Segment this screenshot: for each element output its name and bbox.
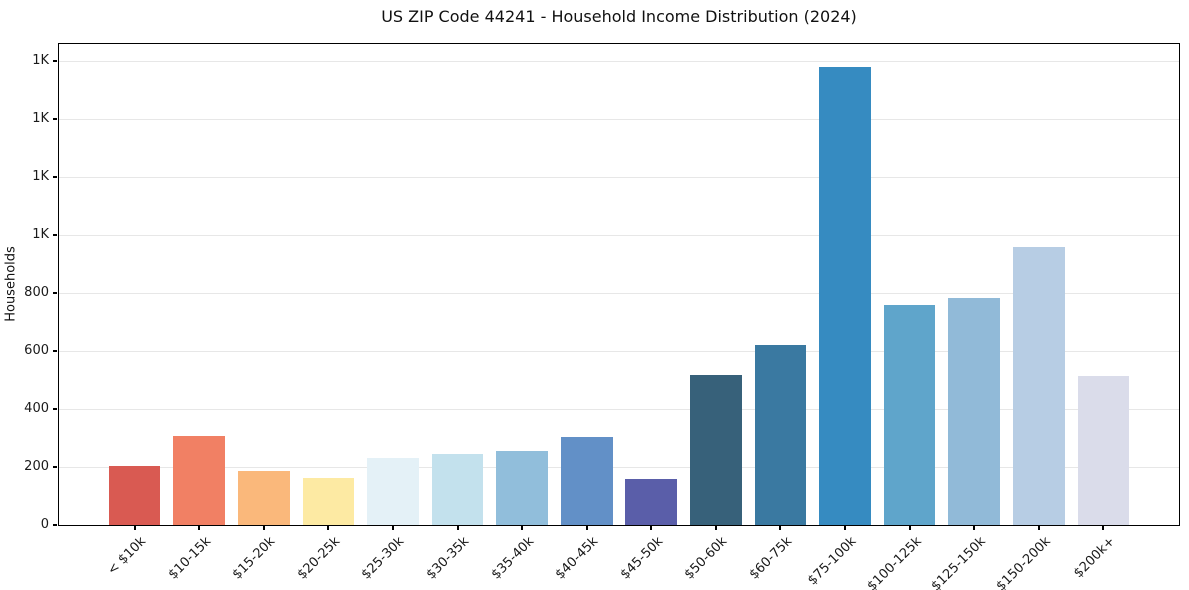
x-tick-label: $100-125k	[864, 534, 925, 590]
x-tick-label: $15-20k	[229, 534, 279, 583]
x-tick-mark	[456, 526, 459, 530]
gridline	[59, 292, 1179, 294]
x-tick-mark	[844, 526, 847, 530]
y-tick-label: 0	[40, 517, 49, 532]
x-tick-mark	[198, 526, 201, 530]
x-tick-mark	[327, 526, 330, 530]
gridline	[59, 234, 1179, 236]
x-tick-mark	[779, 526, 782, 530]
x-tick-label: $50-60k	[682, 534, 731, 583]
bar	[173, 436, 225, 525]
plot-area	[58, 43, 1180, 526]
x-tick-mark	[521, 526, 524, 530]
bar	[690, 375, 742, 525]
bar	[237, 471, 290, 525]
bar	[367, 458, 419, 525]
x-tick-mark	[908, 526, 911, 530]
y-tick-mark	[53, 292, 57, 295]
y-axis-label: Households	[3, 246, 19, 322]
x-tick-mark	[1102, 526, 1105, 530]
y-tick-label: 600	[24, 343, 49, 359]
y-tick-mark	[53, 408, 57, 411]
x-tick-label: < $10k	[105, 534, 150, 579]
bar	[108, 466, 161, 525]
y-tick-label: 400	[24, 401, 49, 417]
bar	[431, 454, 484, 525]
bar	[883, 304, 936, 525]
gridline	[59, 118, 1179, 120]
x-tick-label: $150-200k	[993, 534, 1054, 590]
gridline	[59, 176, 1179, 178]
x-tick-mark	[650, 526, 653, 530]
x-tick-label: $200k+	[1070, 534, 1119, 582]
y-tick-mark	[53, 234, 57, 237]
y-tick-label: 1K	[32, 169, 49, 185]
x-tick-mark	[1037, 526, 1040, 530]
x-tick-label: $75-100k	[805, 534, 860, 589]
y-tick-mark	[53, 524, 57, 526]
bar	[302, 478, 355, 525]
x-tick-mark	[133, 526, 136, 530]
bar	[948, 297, 1001, 525]
x-tick-label: $45-50k	[617, 534, 666, 583]
x-tick-label: $30-35k	[423, 534, 473, 583]
y-tick-mark	[53, 60, 57, 63]
y-tick-label: 1K	[32, 111, 49, 127]
x-tick-label: $10-15k	[165, 534, 214, 583]
bar	[754, 345, 807, 525]
x-tick-label: $25-30k	[359, 534, 408, 583]
x-tick-mark	[262, 526, 265, 530]
x-tick-label: $20-25k	[294, 534, 343, 583]
y-tick-mark	[53, 350, 57, 353]
bar	[1077, 375, 1130, 525]
gridline	[59, 466, 1179, 468]
gridline	[59, 350, 1179, 352]
x-tick-label: $40-45k	[552, 534, 602, 583]
bar	[1012, 247, 1065, 525]
chart-title: US ZIP Code 44241 - Household Income Dis…	[381, 7, 857, 26]
gridline	[59, 408, 1179, 410]
bar	[496, 451, 548, 525]
bar	[625, 479, 678, 525]
x-tick-mark	[585, 526, 588, 530]
y-tick-label: 200	[24, 459, 49, 475]
bar	[560, 437, 613, 525]
gridline	[59, 60, 1179, 62]
x-tick-label: $35-40k	[488, 534, 537, 583]
x-tick-label: $125-150k	[928, 534, 989, 590]
y-tick-mark	[53, 118, 57, 121]
x-tick-mark	[391, 526, 394, 530]
y-tick-label: 1K	[32, 227, 49, 243]
x-tick-mark	[973, 526, 976, 530]
x-tick-mark	[714, 526, 717, 530]
bar	[819, 67, 871, 525]
y-tick-label: 1K	[32, 53, 49, 69]
y-tick-mark	[53, 466, 57, 469]
y-tick-label: 800	[24, 285, 49, 301]
y-tick-mark	[53, 176, 57, 179]
x-tick-label: $60-75k	[746, 534, 796, 583]
